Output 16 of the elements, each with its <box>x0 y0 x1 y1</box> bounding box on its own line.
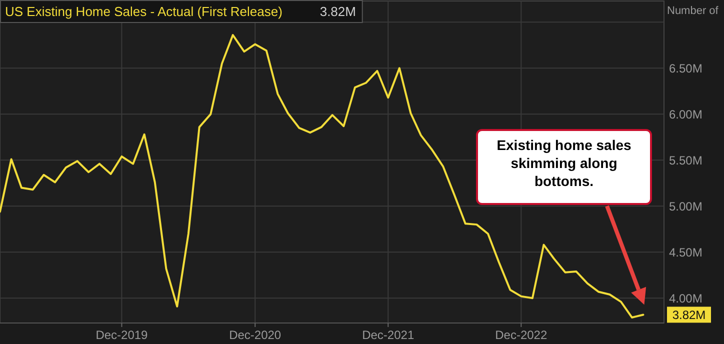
annotation: 3.82M <box>672 308 706 322</box>
y-tick-label: 5.50M <box>669 153 702 168</box>
annotation: 3.82M <box>320 4 356 19</box>
y-tick-label: 6.50M <box>669 61 702 76</box>
x-tick-label: Dec-2022 <box>495 328 548 342</box>
x-tick-label: Dec-2019 <box>96 328 148 342</box>
chart-title: US Existing Home Sales - Actual (First Release) <box>5 4 282 19</box>
y-tick-label: 4.50M <box>669 245 702 260</box>
y-tick-label: 6.00M <box>669 107 702 122</box>
x-tick-label: Dec-2021 <box>362 328 414 342</box>
y-tick-label: 5.00M <box>669 199 702 214</box>
y-axis-title: Number of <box>667 5 720 17</box>
line-series <box>0 34 644 318</box>
y-tick-label: 4.00M <box>669 291 702 306</box>
x-tick-label: Dec-2020 <box>229 328 282 342</box>
annotation: Existing home sales skimming along bottoms. <box>496 137 632 189</box>
